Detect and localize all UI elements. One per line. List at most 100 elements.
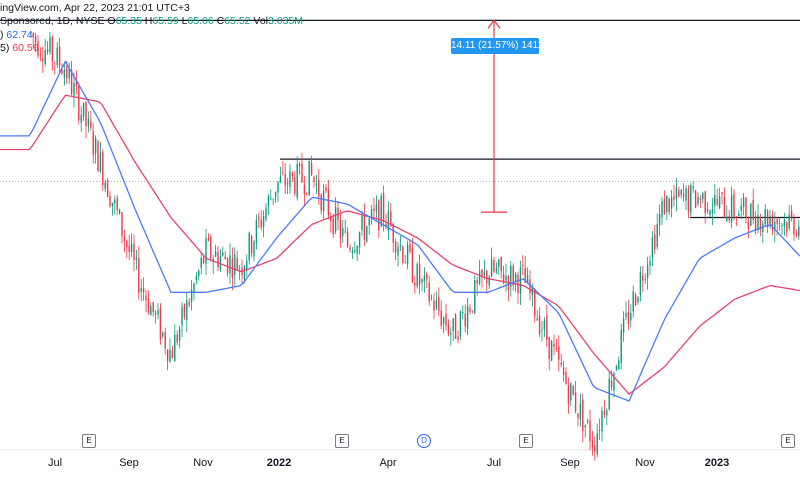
candle xyxy=(670,190,673,218)
candle xyxy=(656,213,658,250)
candle xyxy=(414,275,416,294)
candle xyxy=(265,203,267,222)
candle xyxy=(740,198,742,220)
candle xyxy=(123,229,126,253)
candle xyxy=(721,192,723,205)
candle xyxy=(570,382,572,407)
candle xyxy=(798,219,800,240)
candle xyxy=(766,209,769,234)
candle xyxy=(649,255,651,276)
candle xyxy=(654,225,656,255)
earnings-marker[interactable]: E xyxy=(781,434,795,448)
x-tick-label: Apr xyxy=(379,457,397,469)
earnings-marker[interactable]: E xyxy=(335,434,349,448)
candle xyxy=(99,141,102,174)
candle xyxy=(56,42,58,68)
candle xyxy=(639,266,642,302)
candle xyxy=(430,294,433,301)
candle xyxy=(682,183,685,202)
candle xyxy=(630,304,632,328)
candle xyxy=(723,187,726,219)
earnings-marker[interactable]: E xyxy=(82,434,96,448)
candle xyxy=(229,243,231,285)
candle xyxy=(702,191,704,204)
ma-fast-legend-value: 62.74 xyxy=(6,29,33,41)
candle xyxy=(267,193,270,215)
ma-slow-legend[interactable]: 5) 60.56 xyxy=(0,42,39,55)
measure-label[interactable]: 14.11 (21.57%) 1411 xyxy=(451,38,543,54)
candle xyxy=(246,254,248,277)
candle xyxy=(166,349,169,371)
candle xyxy=(106,178,109,198)
candle xyxy=(730,186,733,229)
candle xyxy=(224,251,226,260)
candle xyxy=(606,408,608,426)
candle xyxy=(762,220,764,244)
indicator-legend: ) 62.74 5) 60.56 xyxy=(0,29,39,55)
candle xyxy=(603,399,606,418)
candle xyxy=(102,148,104,191)
candle xyxy=(128,234,130,261)
candle xyxy=(75,70,78,95)
candle xyxy=(116,194,118,215)
ma-fast-legend[interactable]: ) 62.74 xyxy=(0,29,39,42)
candle xyxy=(750,202,752,226)
dividend-marker[interactable]: D xyxy=(417,434,431,448)
candle xyxy=(138,246,140,300)
candle xyxy=(200,251,202,275)
candle xyxy=(642,265,644,293)
candle xyxy=(37,35,39,59)
candle xyxy=(553,334,555,356)
candle xyxy=(577,413,579,427)
candle xyxy=(114,195,116,215)
candle xyxy=(579,393,582,427)
candle xyxy=(500,256,502,279)
candle xyxy=(42,46,44,73)
candle xyxy=(277,181,279,202)
candle xyxy=(390,203,392,227)
candle xyxy=(236,250,238,271)
candle xyxy=(210,234,212,262)
candle xyxy=(663,190,666,215)
candle xyxy=(176,330,178,346)
candle xyxy=(555,338,558,353)
candle xyxy=(130,233,133,258)
candle xyxy=(718,187,721,210)
candle xyxy=(118,208,121,215)
candle xyxy=(452,318,454,342)
candle xyxy=(258,212,260,229)
candle xyxy=(471,310,474,314)
candle xyxy=(147,290,150,315)
candle xyxy=(320,193,322,215)
candle xyxy=(198,269,200,281)
candle xyxy=(562,361,565,382)
candle xyxy=(375,195,378,221)
candle xyxy=(795,229,798,238)
candle xyxy=(133,234,135,272)
candle xyxy=(438,287,440,317)
candle xyxy=(694,190,697,209)
candle xyxy=(661,196,663,226)
candle xyxy=(445,304,447,331)
candle xyxy=(46,41,49,55)
earnings-marker[interactable]: E xyxy=(519,434,533,448)
candle xyxy=(193,282,195,301)
candle xyxy=(428,275,430,306)
candle xyxy=(548,336,550,371)
candle xyxy=(793,214,795,241)
candle xyxy=(294,170,296,197)
horizontal-levels[interactable] xyxy=(0,19,800,219)
ma-fast-legend-prefix: ) xyxy=(0,29,4,41)
candle xyxy=(627,299,630,330)
candle xyxy=(32,32,34,48)
candle xyxy=(274,191,277,203)
candle xyxy=(387,201,390,240)
candle xyxy=(253,240,255,262)
candle xyxy=(68,62,70,84)
candle xyxy=(613,371,615,398)
candle xyxy=(560,353,562,368)
candle xyxy=(109,191,111,208)
symbol-header: ingView.com, Apr 22, 2023 21:01 UTC+3 Sp… xyxy=(0,2,303,28)
candle xyxy=(709,209,711,218)
